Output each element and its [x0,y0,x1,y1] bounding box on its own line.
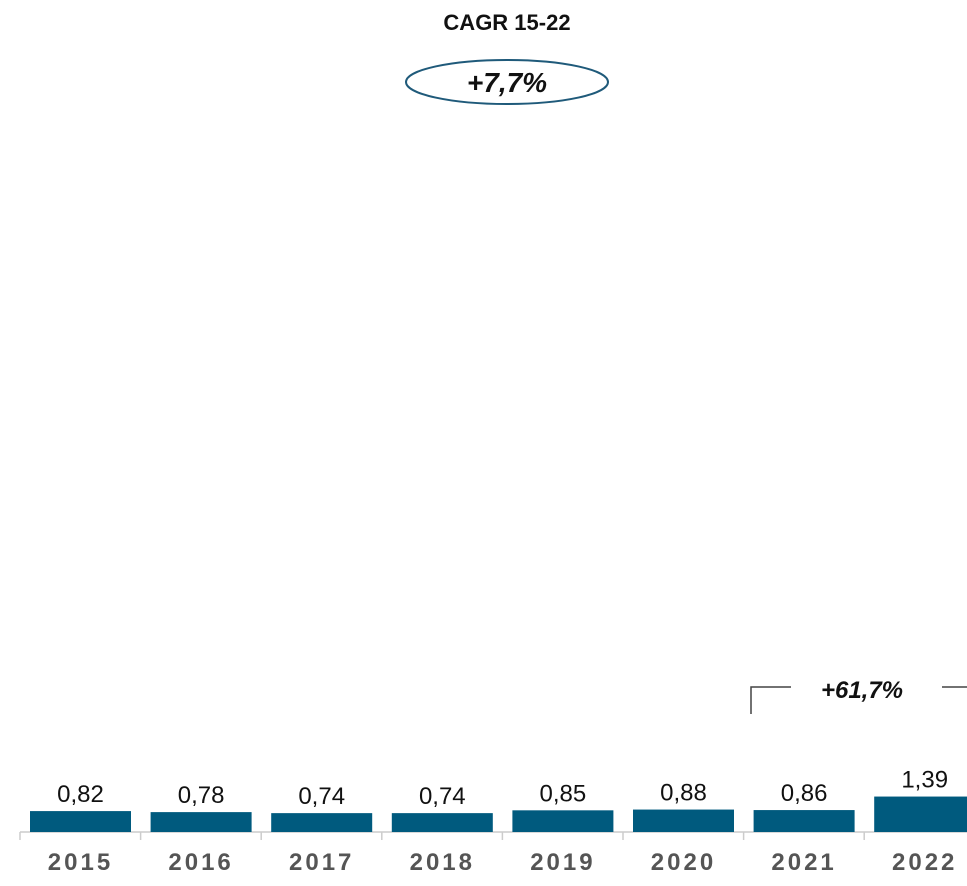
bar [30,811,131,832]
bar [150,812,252,832]
data-label: 0,85 [540,780,587,807]
x-tick-label: 2015 [48,849,113,876]
cagr-ellipse [405,59,609,105]
bar [391,813,493,832]
data-label: 0,74 [298,783,345,810]
data-label: 0,82 [57,781,104,808]
bar [271,813,373,832]
x-tick-label: 2020 [651,849,716,876]
bar [633,809,734,832]
x-tick-label: 2017 [289,849,354,876]
x-tick-label: 2022 [892,849,957,876]
growth-label: +61,7% [821,677,903,704]
cagr-value: +7,7% [467,67,547,98]
data-label: 0,88 [660,780,707,807]
data-label: 0,74 [419,783,466,810]
bar [512,810,614,832]
chart-title: CAGR 15-22 [443,10,570,35]
x-tick-label: 2018 [410,849,475,876]
x-tick-label: 2019 [530,849,595,876]
x-tick-label: 2021 [771,849,836,876]
bar [753,810,855,832]
data-label: 0,78 [178,782,225,809]
data-label: 0,86 [781,780,828,807]
growth-bracket [750,686,791,714]
x-tick-label: 2016 [168,849,233,876]
bar [874,796,967,832]
data-label: 1,39 [901,767,948,794]
